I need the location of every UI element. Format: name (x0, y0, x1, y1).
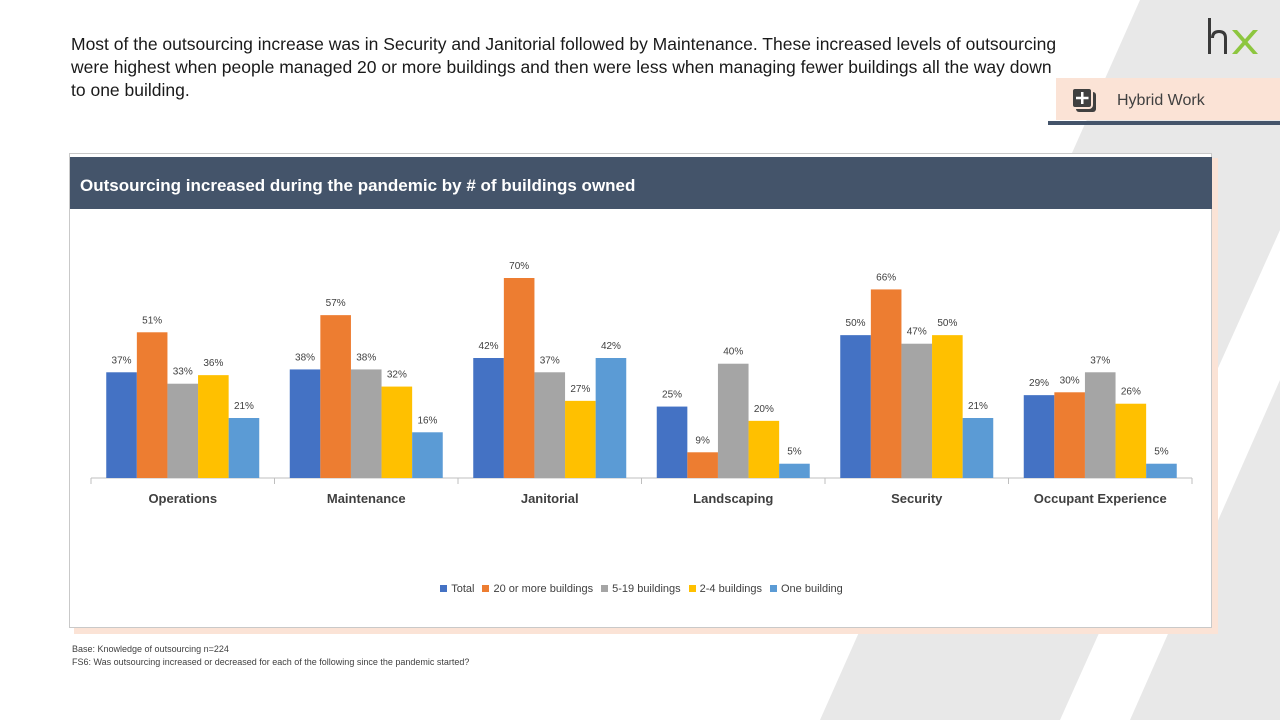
bar (381, 386, 413, 478)
data-label: 5% (1154, 447, 1169, 458)
legend-swatch (440, 584, 448, 592)
intro-text: Most of the outsourcing increase was in … (71, 34, 1057, 100)
bar (1054, 392, 1085, 478)
bar (779, 463, 810, 478)
bar (167, 383, 199, 478)
legend-label: 2-4 buildings (699, 583, 762, 595)
data-label: 37% (1090, 355, 1110, 366)
bar (962, 418, 994, 478)
data-label: 30% (1060, 375, 1080, 386)
tag-label: Hybrid Work (1117, 92, 1205, 109)
bar (1115, 403, 1147, 478)
bar (106, 372, 137, 478)
data-label: 33% (173, 367, 193, 378)
chart-title-bar: Outsourcing increased during the pandemi… (70, 157, 1212, 209)
bar (473, 358, 504, 478)
data-label: 47% (907, 327, 927, 338)
category-label: Landscaping (693, 491, 773, 506)
bar (320, 315, 351, 478)
legend-label: 20 or more buildings (493, 583, 594, 595)
bar (136, 332, 168, 478)
bar (198, 375, 229, 478)
chart-panel: Outsourcing increased during the pandemi… (69, 153, 1212, 628)
data-label: 26% (1121, 387, 1141, 398)
tag-underline (1048, 121, 1280, 125)
data-label: 32% (387, 370, 407, 381)
bar (748, 420, 780, 478)
bar (1146, 463, 1177, 478)
data-label: 21% (234, 401, 254, 412)
bar (717, 363, 749, 478)
bar (870, 289, 902, 478)
legend-swatch (770, 584, 777, 592)
hx-logo (1206, 16, 1262, 58)
category-label: Janitorial (521, 491, 579, 506)
bar (565, 400, 596, 478)
bar (932, 335, 963, 478)
data-label: 51% (142, 315, 162, 326)
data-label: 50% (937, 318, 957, 329)
legend-swatch (601, 584, 609, 592)
data-label: 40% (723, 347, 743, 358)
legend-swatch (688, 584, 696, 592)
category-label: Maintenance (327, 491, 406, 506)
bar-chart: 37% 51% 33% 36% 21% Operations 38% 57% 38% 32% 16%… (90, 261, 1193, 506)
data-label: 57% (326, 298, 346, 309)
plus-square-icon (1071, 87, 1096, 112)
bar (412, 432, 443, 478)
data-label: 37% (112, 355, 132, 366)
chart-title: Outsourcing increased during the pandemi… (80, 176, 636, 195)
bar (840, 335, 871, 478)
hybrid-work-tag: Hybrid Work (1048, 78, 1280, 125)
legend-item: 2-4 buildings (688, 583, 762, 595)
bar (289, 369, 321, 478)
bar (595, 358, 627, 478)
data-label: 9% (695, 435, 710, 446)
category-label: Security (891, 491, 943, 506)
bar (350, 369, 382, 478)
bar (687, 452, 718, 478)
bar (656, 406, 688, 478)
data-label: 38% (356, 352, 376, 363)
legend-item: 5-19 buildings (601, 583, 681, 595)
footnote-base: Base: Knowledge of outsourcing n=224 (72, 644, 229, 654)
bar (901, 343, 933, 478)
data-label: 70% (509, 261, 529, 272)
data-label: 25% (662, 390, 682, 401)
legend-label: Total (451, 583, 475, 595)
legend-label: 5-19 buildings (612, 583, 681, 595)
data-label: 42% (601, 341, 621, 352)
data-label: 27% (570, 384, 590, 395)
data-label: 29% (1029, 378, 1049, 389)
data-label: 42% (479, 341, 499, 352)
bar (228, 418, 260, 478)
data-label: 66% (876, 272, 896, 283)
footnote-question: FS6: Was outsourcing increased or decrea… (72, 657, 470, 667)
data-label: 38% (295, 352, 315, 363)
data-label: 16% (417, 415, 437, 426)
bar (1023, 395, 1055, 478)
category-label: Occupant Experience (1034, 491, 1167, 506)
legend-item: 20 or more buildings (482, 583, 593, 595)
footnotes: Base: Knowledge of outsourcing n=224 FS6… (72, 643, 469, 669)
bar (534, 372, 566, 478)
data-label: 36% (203, 358, 223, 369)
bar (1084, 372, 1116, 478)
chart-legend: Total 20 or more buildings 5-19 buildings 2… (70, 583, 1213, 595)
data-label: 50% (846, 318, 866, 329)
legend-item: Total (440, 583, 474, 595)
legend-item: One building (770, 583, 843, 595)
data-label: 5% (787, 447, 802, 458)
data-label: 20% (754, 404, 774, 415)
legend-swatch (482, 584, 490, 592)
legend-label: One building (781, 583, 843, 595)
category-label: Operations (148, 491, 217, 506)
data-label: 37% (540, 355, 560, 366)
bar (503, 278, 535, 478)
data-label: 21% (968, 401, 988, 412)
